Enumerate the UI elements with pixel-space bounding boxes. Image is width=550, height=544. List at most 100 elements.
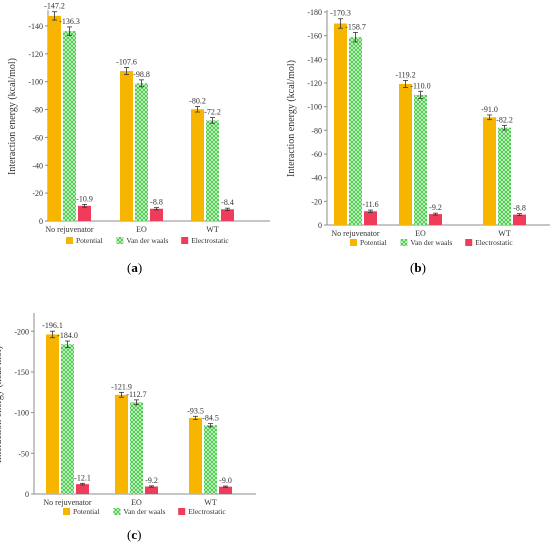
data-label: -8.8: [150, 198, 163, 207]
data-label: -170.3: [330, 9, 351, 18]
y-tick-label: -120: [28, 50, 43, 59]
bar-vdw: [63, 31, 76, 221]
y-tick-label: -40: [311, 174, 322, 183]
legend-swatch-electrostatic: [465, 239, 473, 246]
data-label: -9.2: [145, 476, 158, 485]
y-tick-label: -100: [28, 78, 43, 87]
legend-swatch-vdw: [113, 508, 121, 515]
legend-swatch-electrostatic: [178, 508, 186, 515]
y-tick-label: 0: [39, 217, 43, 226]
chart-c: Interaction energy (kcal/mol) 0 -50 -100 -15…: [0, 313, 256, 516]
bar-vdw: [206, 120, 219, 221]
bar-potential: [120, 71, 133, 221]
bar-vdw: [498, 127, 511, 225]
y-axis-label: Interaction energy (kcal/mol): [0, 346, 4, 463]
legend-label-electrostatic: Electrostatic: [191, 236, 229, 245]
y-axis-label: Interaction energy (kcal/mol): [7, 58, 18, 175]
data-label: -196.1: [42, 321, 63, 330]
y-tick-label: -20: [311, 197, 322, 206]
y-tick-label: -200: [14, 327, 29, 336]
x-tick-label: No rejuvenator: [45, 225, 94, 234]
data-label: -84.5: [202, 414, 219, 423]
data-label: -80.2: [189, 96, 206, 105]
data-label: -119.2: [395, 70, 415, 79]
x-tick-label: No rejuvenator: [43, 498, 92, 507]
legend: Potential Van der waals Electrostatic: [63, 507, 226, 516]
bar-vdw: [349, 37, 362, 225]
bar-vdw: [204, 425, 217, 494]
bar-potential: [334, 23, 347, 225]
legend: Potential Van der waals Electrostatic: [66, 236, 229, 245]
data-label: -184.0: [57, 331, 78, 340]
y-tick-label: -60: [311, 150, 322, 159]
bar-electrostatic: [513, 214, 526, 225]
bar-electrostatic: [150, 208, 163, 221]
data-label: -8.8: [513, 204, 526, 213]
panel-label-c: (c): [127, 527, 142, 542]
y-tick-label: -100: [307, 103, 322, 112]
bar-potential: [115, 394, 128, 494]
y-tick-label: -80: [311, 126, 322, 135]
data-label: -11.6: [362, 200, 378, 209]
bar-vdw: [135, 83, 148, 221]
data-label: -91.0: [481, 105, 498, 114]
legend-swatch-potential: [350, 239, 357, 246]
data-label: -121.9: [111, 382, 132, 391]
data-label: -158.7: [345, 22, 366, 31]
chart-b: Interaction energy (kcal/mol) 0 -20 -40 -60 -…: [286, 8, 550, 247]
legend-swatch-electrostatic: [181, 237, 189, 244]
y-tick-label: -20: [32, 189, 43, 198]
panel-label-a: (a): [127, 260, 143, 275]
y-tick-label: -140: [28, 22, 43, 31]
bar-potential: [189, 417, 202, 494]
bar-electrostatic: [364, 211, 377, 225]
data-label: -8.4: [221, 198, 234, 207]
x-tick-label: WT: [206, 225, 219, 234]
y-tick-label: -120: [307, 79, 322, 88]
data-label: -12.1: [74, 473, 91, 482]
bar-electrostatic: [76, 484, 89, 494]
y-tick-label: -40: [32, 161, 43, 170]
bar-vdw: [414, 94, 427, 225]
y-axis-label: Interaction energy (kcal/mol): [286, 60, 297, 177]
bar-electrostatic: [221, 209, 234, 221]
data-label: -72.2: [204, 108, 221, 117]
data-label: -98.8: [133, 70, 150, 79]
legend-label-potential: Potential: [76, 236, 103, 245]
bar-vdw: [130, 402, 143, 494]
y-tick-label: -100: [14, 409, 29, 418]
bar-potential: [191, 109, 204, 221]
y-tick-label: -140: [307, 55, 322, 64]
bar-vdw: [61, 344, 74, 494]
data-label: -147.2: [44, 2, 65, 11]
legend-label-potential: Potential: [73, 507, 100, 516]
legend-label-vdw: Van der waals: [126, 236, 168, 245]
data-label: -10.9: [76, 194, 93, 203]
y-tick-label: 0: [318, 221, 322, 230]
data-label: -136.3: [59, 17, 80, 26]
bar-potential: [399, 83, 412, 226]
x-tick-label: EO: [415, 229, 426, 238]
bar-electrostatic: [219, 486, 232, 494]
panel-label-b: (b): [410, 260, 426, 275]
bar-potential: [46, 334, 59, 494]
legend-label-potential: Potential: [360, 238, 387, 247]
legend-label-electrostatic: Electrostatic: [475, 238, 513, 247]
bar-electrostatic: [429, 214, 442, 225]
data-label: -9.0: [219, 476, 232, 485]
x-tick-label: No rejuvenator: [331, 229, 380, 238]
bar-electrostatic: [78, 205, 91, 221]
data-label: -112.7: [126, 390, 146, 399]
chart-a: Interaction energy (kcal/mol) 0 -20 -40 -60 -…: [7, 2, 270, 245]
y-tick-label: -160: [307, 32, 322, 41]
y-tick-label: -80: [32, 106, 43, 115]
y-tick-label: -60: [32, 133, 43, 142]
y-tick-label: -150: [14, 368, 29, 377]
data-label: -82.2: [496, 115, 513, 124]
y-tick-label: 0: [25, 490, 29, 499]
y-tick-label: -180: [307, 8, 322, 17]
legend-label-vdw: Van der waals: [410, 238, 452, 247]
y-tick-label: -50: [18, 449, 29, 458]
data-label: -107.6: [116, 58, 137, 67]
